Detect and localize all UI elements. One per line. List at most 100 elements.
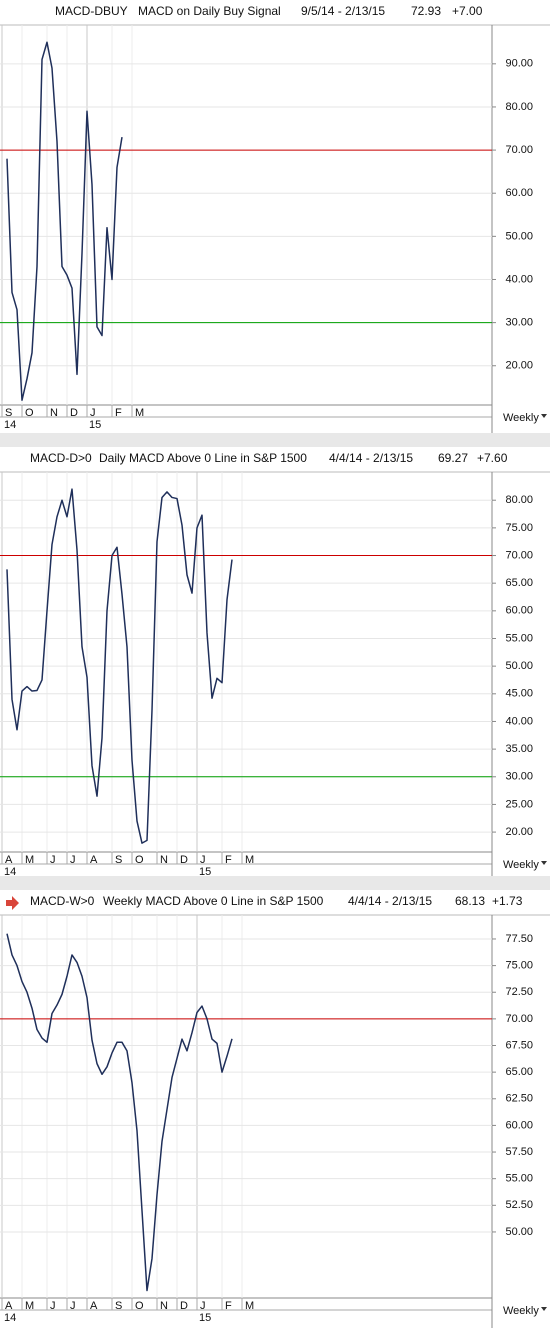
x-tick-label: J bbox=[70, 854, 76, 866]
period-dropdown-arrow bbox=[541, 414, 547, 418]
x-tick-label: J bbox=[50, 854, 56, 866]
x-tick-label: M bbox=[135, 407, 144, 419]
y-tick-label: 90.00 bbox=[505, 58, 533, 70]
y-tick-label: 70.00 bbox=[505, 144, 533, 156]
y-tick-label: 65.00 bbox=[505, 577, 533, 589]
period-selector[interactable]: Weekly bbox=[503, 1305, 539, 1317]
y-tick-label: 20.00 bbox=[505, 826, 533, 838]
x-tick-label: J bbox=[200, 854, 206, 866]
y-tick-label: 80.00 bbox=[505, 494, 533, 506]
x-tick-label: A bbox=[5, 854, 13, 866]
y-tick-label: 60.00 bbox=[505, 605, 533, 617]
x-tick-label: M bbox=[245, 1300, 254, 1312]
header-change: +7.60 bbox=[477, 451, 508, 465]
y-tick-label: 25.00 bbox=[505, 798, 533, 810]
separator bbox=[0, 433, 550, 447]
y-tick-label: 62.50 bbox=[505, 1093, 533, 1105]
y-tick-label: 35.00 bbox=[505, 743, 533, 755]
period-dropdown-arrow bbox=[541, 1307, 547, 1311]
x-tick-label: D bbox=[70, 407, 78, 419]
x-tick-label: J bbox=[90, 407, 96, 419]
x-tick-label: F bbox=[225, 1300, 232, 1312]
year-label: 15 bbox=[89, 419, 101, 431]
x-tick-label: F bbox=[115, 407, 122, 419]
y-tick-label: 50.00 bbox=[505, 230, 533, 242]
x-tick-label: N bbox=[160, 854, 168, 866]
header-date-range: 4/4/14 - 2/13/15 bbox=[348, 894, 432, 908]
x-tick-label: J bbox=[50, 1300, 56, 1312]
header-title: MACD-W>0 bbox=[30, 894, 95, 908]
x-tick-label: O bbox=[135, 1300, 144, 1312]
data-line bbox=[6, 41, 123, 402]
header-last: 72.93 bbox=[411, 4, 441, 18]
x-tick-label: S bbox=[5, 407, 12, 419]
header-title: MACD-DBUY bbox=[55, 4, 128, 18]
period-selector[interactable]: Weekly bbox=[503, 859, 539, 871]
x-tick-label: A bbox=[90, 854, 98, 866]
x-tick-label: A bbox=[90, 1300, 98, 1312]
x-tick-label: D bbox=[180, 854, 188, 866]
y-tick-label: 70.00 bbox=[505, 1013, 533, 1025]
x-tick-label: M bbox=[25, 1300, 34, 1312]
y-tick-label: 57.50 bbox=[505, 1146, 533, 1158]
x-tick-label: A bbox=[5, 1300, 13, 1312]
y-tick-label: 75.00 bbox=[505, 522, 533, 534]
y-tick-label: 30.00 bbox=[505, 771, 533, 783]
x-tick-label: M bbox=[25, 854, 34, 866]
x-tick-label: M bbox=[245, 854, 254, 866]
header-change: +7.00 bbox=[452, 4, 483, 18]
x-tick-label: O bbox=[25, 407, 34, 419]
year-label: 14 bbox=[4, 866, 16, 878]
y-tick-label: 55.00 bbox=[505, 632, 533, 644]
panel: MACD-D>0 Daily MACD Above 0 Line in S&P 1… bbox=[0, 433, 550, 880]
y-tick-label: 70.00 bbox=[505, 549, 533, 561]
header-arrow bbox=[6, 896, 19, 910]
x-tick-label: N bbox=[160, 1300, 168, 1312]
panel-bg bbox=[0, 0, 550, 433]
y-tick-label: 20.00 bbox=[505, 360, 533, 372]
y-tick-label: 77.50 bbox=[505, 933, 533, 945]
y-tick-label: 72.50 bbox=[505, 986, 533, 998]
header-date-range: 9/5/14 - 2/13/15 bbox=[301, 4, 385, 18]
y-tick-label: 60.00 bbox=[505, 187, 533, 199]
y-tick-label: 60.00 bbox=[505, 1119, 533, 1131]
data-line bbox=[6, 933, 233, 1292]
header-last: 68.13 bbox=[455, 894, 485, 908]
y-tick-label: 55.00 bbox=[505, 1173, 533, 1185]
x-tick-label: D bbox=[180, 1300, 188, 1312]
x-tick-label: J bbox=[200, 1300, 206, 1312]
year-label: 14 bbox=[4, 419, 16, 431]
panel: MACD-W>0 Weekly MACD Above 0 Line in S&P … bbox=[0, 876, 550, 1328]
header-title: MACD-D>0 bbox=[30, 451, 92, 465]
x-tick-label: O bbox=[135, 854, 144, 866]
x-tick-label: J bbox=[70, 1300, 76, 1312]
year-label: 14 bbox=[4, 1312, 16, 1324]
y-tick-label: 40.00 bbox=[505, 715, 533, 727]
header-last: 69.27 bbox=[438, 451, 468, 465]
header-change: +1.73 bbox=[492, 894, 523, 908]
separator bbox=[0, 876, 550, 890]
x-tick-label: F bbox=[225, 854, 232, 866]
y-tick-label: 40.00 bbox=[505, 273, 533, 285]
y-tick-label: 50.00 bbox=[505, 1226, 533, 1238]
header-date-range: 4/4/14 - 2/13/15 bbox=[329, 451, 413, 465]
y-tick-label: 45.00 bbox=[505, 688, 533, 700]
y-tick-label: 30.00 bbox=[505, 317, 533, 329]
year-label: 15 bbox=[199, 1312, 211, 1324]
period-dropdown-arrow bbox=[541, 861, 547, 865]
y-tick-label: 80.00 bbox=[505, 101, 533, 113]
y-tick-label: 52.50 bbox=[505, 1199, 533, 1211]
x-tick-label: N bbox=[50, 407, 58, 419]
panel-bg bbox=[0, 447, 550, 880]
panel-bg bbox=[0, 890, 550, 1328]
header-subtitle: Daily MACD Above 0 Line in S&P 1500 bbox=[99, 451, 307, 465]
y-tick-label: 75.00 bbox=[505, 960, 533, 972]
year-label: 15 bbox=[199, 866, 211, 878]
panel: MACD-DBUY MACD on Daily Buy Signal 9/5/14 … bbox=[0, 0, 550, 433]
data-line bbox=[6, 488, 233, 844]
header-subtitle: MACD on Daily Buy Signal bbox=[138, 4, 281, 18]
period-selector[interactable]: Weekly bbox=[503, 412, 539, 424]
y-tick-label: 65.00 bbox=[505, 1066, 533, 1078]
y-tick-label: 67.50 bbox=[505, 1039, 533, 1051]
